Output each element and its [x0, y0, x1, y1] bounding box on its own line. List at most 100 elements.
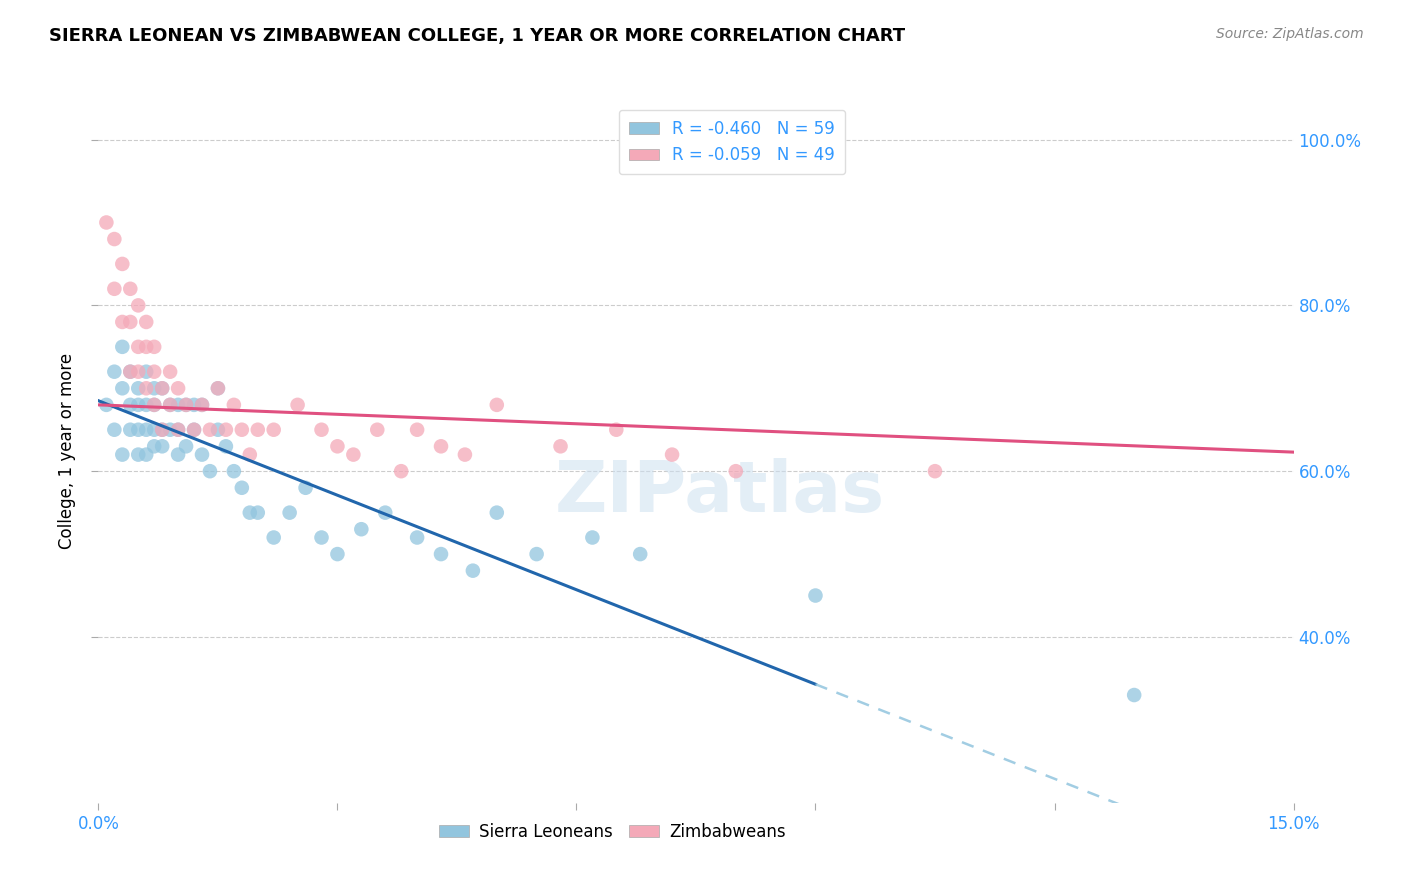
Point — [215, 423, 238, 437]
Point — [174, 398, 197, 412]
Point — [191, 398, 214, 412]
Point — [183, 398, 205, 412]
Point — [120, 282, 142, 296]
Point — [111, 257, 134, 271]
Point — [174, 398, 197, 412]
Point — [111, 315, 134, 329]
Point — [103, 365, 125, 379]
Point — [485, 506, 508, 520]
Point — [804, 589, 827, 603]
Point — [103, 282, 125, 296]
Point — [294, 481, 316, 495]
Y-axis label: College, 1 year or more: College, 1 year or more — [58, 352, 76, 549]
Point — [127, 365, 149, 379]
Text: Source: ZipAtlas.com: Source: ZipAtlas.com — [1216, 27, 1364, 41]
Point — [159, 365, 181, 379]
Point — [207, 381, 229, 395]
Point — [127, 381, 149, 395]
Point — [150, 423, 173, 437]
Point — [183, 423, 205, 437]
Point — [183, 423, 205, 437]
Point — [526, 547, 548, 561]
Point — [167, 381, 190, 395]
Point — [191, 448, 214, 462]
Point — [581, 531, 603, 545]
Point — [207, 381, 229, 395]
Point — [159, 423, 181, 437]
Point — [231, 423, 253, 437]
Point — [143, 340, 166, 354]
Point — [406, 531, 429, 545]
Point — [461, 564, 484, 578]
Point — [278, 506, 301, 520]
Point — [103, 232, 125, 246]
Point — [207, 423, 229, 437]
Point — [120, 423, 142, 437]
Point — [127, 340, 149, 354]
Point — [127, 398, 149, 412]
Point — [135, 381, 157, 395]
Point — [222, 464, 245, 478]
Point — [430, 547, 453, 561]
Text: ZIPatlas: ZIPatlas — [555, 458, 884, 527]
Point — [135, 448, 157, 462]
Point — [263, 423, 285, 437]
Point — [374, 506, 396, 520]
Point — [120, 365, 142, 379]
Point — [143, 398, 166, 412]
Point — [366, 423, 388, 437]
Point — [167, 448, 190, 462]
Point — [127, 423, 149, 437]
Point — [167, 398, 190, 412]
Point — [326, 439, 349, 453]
Point — [215, 439, 238, 453]
Point — [1123, 688, 1146, 702]
Point — [311, 531, 333, 545]
Point — [96, 398, 118, 412]
Text: SIERRA LEONEAN VS ZIMBABWEAN COLLEGE, 1 YEAR OR MORE CORRELATION CHART: SIERRA LEONEAN VS ZIMBABWEAN COLLEGE, 1 … — [49, 27, 905, 45]
Point — [120, 398, 142, 412]
Point — [239, 506, 262, 520]
Point — [174, 439, 197, 453]
Point — [239, 448, 262, 462]
Point — [167, 423, 190, 437]
Point — [454, 448, 477, 462]
Point — [628, 547, 651, 561]
Point — [430, 439, 453, 453]
Legend: Sierra Leoneans, Zimbabweans: Sierra Leoneans, Zimbabweans — [432, 816, 793, 847]
Point — [135, 398, 157, 412]
Point — [135, 365, 157, 379]
Point — [127, 298, 149, 312]
Point — [111, 381, 134, 395]
Point — [724, 464, 747, 478]
Point — [389, 464, 412, 478]
Point — [111, 448, 134, 462]
Point — [287, 398, 309, 412]
Point — [111, 340, 134, 354]
Point — [167, 423, 190, 437]
Point — [924, 464, 946, 478]
Point — [150, 381, 173, 395]
Point — [159, 398, 181, 412]
Point — [311, 423, 333, 437]
Point — [127, 448, 149, 462]
Point — [198, 464, 221, 478]
Point — [150, 439, 173, 453]
Point — [605, 423, 627, 437]
Point — [96, 215, 118, 229]
Point — [222, 398, 245, 412]
Point — [120, 365, 142, 379]
Point — [135, 340, 157, 354]
Point — [246, 423, 269, 437]
Point — [406, 423, 429, 437]
Point — [103, 423, 125, 437]
Point — [550, 439, 572, 453]
Point — [326, 547, 349, 561]
Point — [135, 315, 157, 329]
Point — [246, 506, 269, 520]
Point — [485, 398, 508, 412]
Point — [342, 448, 364, 462]
Point — [143, 423, 166, 437]
Point — [120, 315, 142, 329]
Point — [143, 365, 166, 379]
